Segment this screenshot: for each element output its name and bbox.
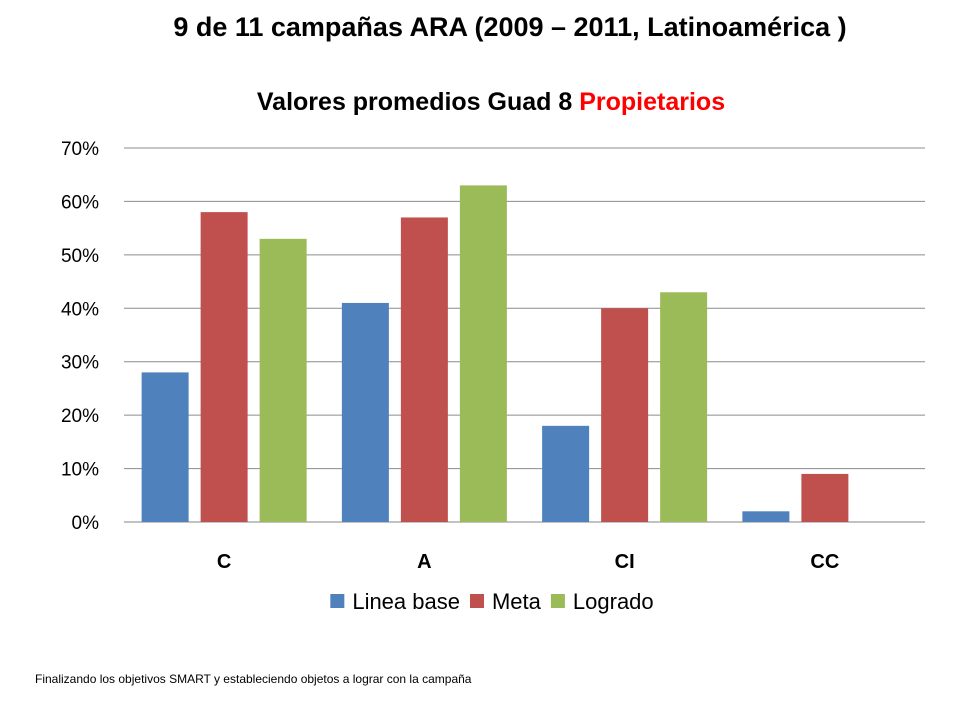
bar-meta-ci	[601, 308, 649, 522]
bar-linea-base-ci	[542, 425, 590, 522]
y-tick-label: 50%	[61, 246, 99, 267]
bar-meta-c	[200, 212, 248, 522]
y-tick-label: 0%	[72, 513, 100, 534]
bar-meta-a	[400, 217, 448, 522]
legend-swatch	[330, 594, 345, 608]
x-category-label: CC	[810, 551, 839, 573]
bar-linea-base-c	[141, 372, 189, 522]
legend-item: Meta	[469, 589, 542, 614]
x-category-label: C	[217, 551, 231, 573]
legend-item: Linea base	[330, 589, 460, 614]
bar-linea-base-a	[341, 302, 389, 522]
gridlines	[124, 147, 925, 523]
chart-title-main: Valores promedios Guad 8	[256, 88, 573, 116]
legend-swatch	[550, 594, 565, 608]
y-tick-label: 10%	[61, 460, 99, 481]
bar-logrado-ci	[660, 292, 708, 522]
legend: Linea base Meta Logrado	[330, 589, 654, 614]
y-tick-label: 70%	[61, 139, 99, 160]
footnote: Finalizando los objetivos SMART y establ…	[35, 672, 472, 686]
chart-title-highlight: Propietarios	[579, 88, 726, 116]
bar-logrado-c	[259, 238, 307, 523]
bar-logrado-a	[459, 185, 507, 522]
bars	[141, 185, 849, 523]
bar-linea-base-cc	[742, 511, 790, 522]
legend-label: Logrado	[573, 589, 654, 614]
legend-label: Linea base	[352, 589, 460, 614]
chart-title: Valores promedios Guad 8 Propietarios	[0, 88, 960, 117]
y-tick-label: 60%	[61, 192, 99, 213]
slide-title: 9 de 11 campañas ARA (2009 – 2011, Latin…	[173, 12, 847, 42]
y-tick-label: 20%	[61, 406, 99, 427]
legend-item: Logrado	[550, 589, 654, 614]
x-axis-categories: C A CI CC	[217, 551, 839, 573]
y-tick-label: 30%	[61, 353, 99, 374]
y-axis-ticks: 0% 10% 20% 30% 40% 50% 60% 70%	[61, 139, 99, 534]
x-category-label: CI	[615, 551, 635, 573]
legend-label: Meta	[492, 589, 542, 614]
x-category-label: A	[417, 551, 431, 573]
y-tick-label: 40%	[61, 299, 99, 320]
legend-swatch	[469, 594, 484, 608]
bar-meta-cc	[801, 473, 849, 522]
